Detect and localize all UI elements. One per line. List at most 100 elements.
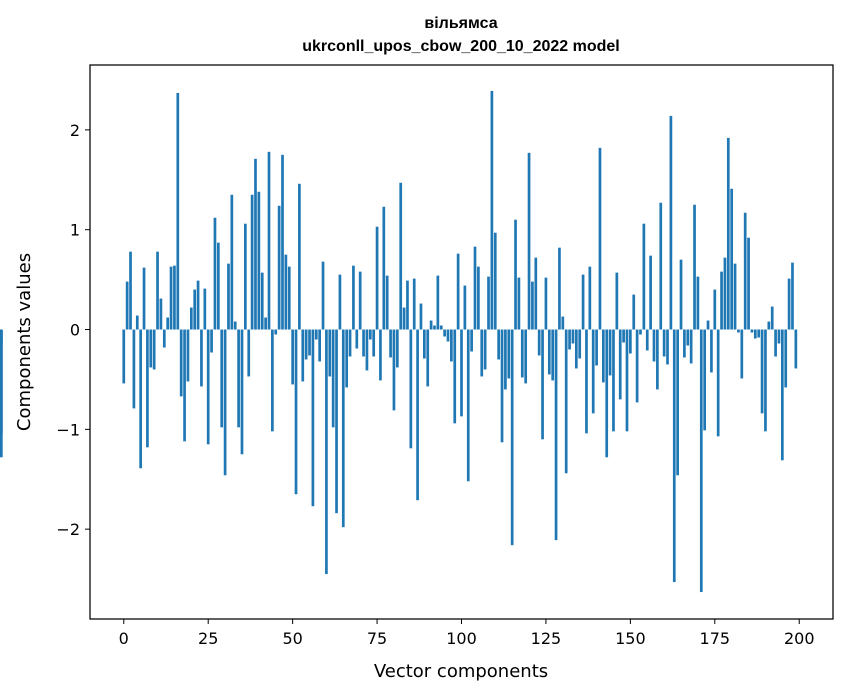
bar bbox=[558, 247, 561, 330]
x-tick-label: 25 bbox=[198, 629, 218, 648]
bar bbox=[0, 329, 3, 458]
x-axis-ticks: 0 25 50 75 100 125 150 175 200 bbox=[119, 619, 815, 648]
bar bbox=[625, 329, 629, 432]
bar bbox=[125, 281, 129, 330]
bar bbox=[615, 272, 619, 330]
bar bbox=[527, 152, 531, 330]
y-axis-label: Components values bbox=[14, 253, 35, 431]
y-tick-label: −2 bbox=[56, 520, 80, 539]
bar bbox=[750, 329, 754, 333]
bar bbox=[379, 329, 382, 381]
bar bbox=[314, 329, 318, 340]
bar bbox=[753, 329, 757, 339]
bar bbox=[368, 329, 372, 340]
bar bbox=[473, 246, 477, 330]
bar bbox=[689, 329, 693, 364]
bar bbox=[281, 154, 284, 330]
bar bbox=[639, 329, 642, 335]
bar bbox=[784, 329, 788, 388]
bar bbox=[129, 251, 132, 330]
bar bbox=[483, 329, 487, 370]
bar bbox=[588, 266, 592, 330]
bar bbox=[500, 329, 504, 443]
chart-title: вільямса bbox=[424, 15, 497, 32]
bar bbox=[254, 158, 257, 330]
bar bbox=[770, 306, 774, 330]
bar bbox=[649, 255, 652, 330]
bar bbox=[453, 329, 457, 424]
bar bbox=[679, 259, 683, 330]
bar bbox=[193, 289, 197, 330]
bar bbox=[534, 257, 538, 330]
bar bbox=[173, 265, 176, 330]
bar bbox=[517, 277, 521, 330]
bar bbox=[216, 242, 220, 330]
bar bbox=[348, 329, 352, 357]
bar bbox=[267, 151, 271, 330]
bar bbox=[737, 329, 740, 333]
bar bbox=[162, 329, 166, 348]
bar bbox=[791, 262, 794, 330]
bar bbox=[341, 329, 345, 528]
bar bbox=[429, 320, 433, 330]
bar bbox=[271, 329, 274, 432]
bar bbox=[490, 90, 494, 330]
bar bbox=[183, 329, 186, 442]
bar bbox=[696, 276, 700, 330]
bar bbox=[196, 280, 200, 330]
bar bbox=[487, 276, 490, 330]
bar bbox=[561, 316, 565, 330]
bars-group bbox=[0, 90, 798, 593]
bar bbox=[672, 329, 676, 583]
bar bbox=[311, 329, 315, 507]
bar bbox=[551, 329, 555, 381]
bar bbox=[284, 254, 288, 330]
bar bbox=[743, 212, 747, 330]
bar bbox=[352, 265, 355, 330]
bar bbox=[223, 329, 227, 476]
y-axis-ticks: −2 −1 0 1 2 bbox=[56, 121, 90, 539]
bar bbox=[645, 329, 649, 351]
bar bbox=[686, 329, 690, 346]
bar bbox=[142, 267, 146, 330]
bar bbox=[169, 266, 173, 330]
bar bbox=[777, 329, 781, 344]
bar bbox=[146, 329, 149, 448]
bar bbox=[480, 329, 484, 377]
bar bbox=[331, 329, 335, 428]
bar bbox=[601, 329, 605, 383]
bar bbox=[706, 320, 710, 330]
y-tick-label: 0 bbox=[70, 321, 80, 340]
bar bbox=[470, 329, 473, 352]
bar bbox=[392, 329, 396, 411]
bar bbox=[629, 329, 632, 354]
x-tick-label: 200 bbox=[784, 629, 815, 648]
bar bbox=[412, 278, 416, 330]
bar bbox=[622, 329, 625, 343]
bar bbox=[328, 329, 332, 377]
bar bbox=[149, 329, 153, 368]
bar bbox=[375, 226, 379, 330]
bar bbox=[666, 329, 669, 365]
bar bbox=[419, 303, 423, 330]
bar bbox=[764, 329, 767, 432]
bar bbox=[507, 329, 511, 379]
bar bbox=[355, 329, 359, 349]
bar bbox=[277, 205, 281, 330]
bar bbox=[372, 329, 376, 357]
bar bbox=[436, 275, 440, 330]
bar bbox=[244, 223, 247, 330]
bar bbox=[264, 317, 267, 330]
bar bbox=[612, 329, 615, 432]
bar bbox=[618, 329, 622, 400]
bar bbox=[230, 194, 234, 330]
bar bbox=[156, 251, 159, 330]
bar bbox=[409, 329, 413, 449]
bar bbox=[693, 204, 696, 330]
bar bbox=[176, 92, 180, 330]
bar bbox=[780, 329, 784, 461]
bar bbox=[554, 329, 558, 541]
bar bbox=[703, 329, 707, 431]
bar bbox=[699, 329, 703, 593]
bar bbox=[463, 285, 467, 330]
